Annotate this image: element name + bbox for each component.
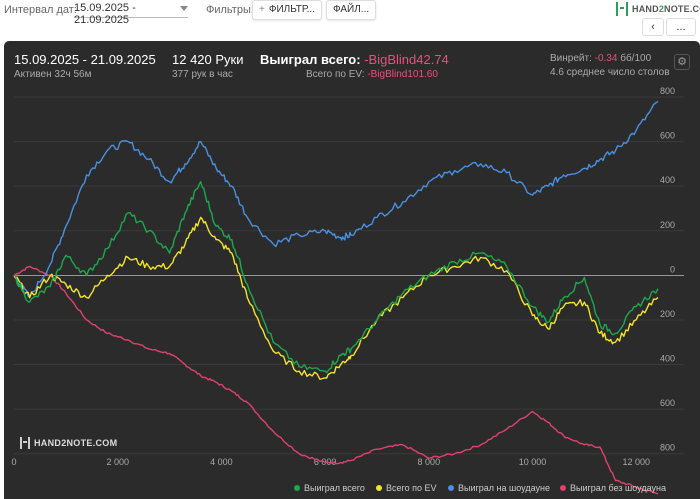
y-tick-label: 800 <box>660 86 675 96</box>
x-tick-label: 10 000 <box>519 457 547 467</box>
y-tick-label: 800 <box>660 443 675 453</box>
more-icon: ... <box>676 21 686 33</box>
ev-total-value: -BigBlind101.60 <box>367 69 438 80</box>
date-interval-select[interactable]: 15.09.2025 - 21.09.2025 <box>74 2 188 26</box>
y-tick-label: 200 <box>660 309 675 319</box>
file-button-label: ФАЙЛ... <box>333 4 370 15</box>
y-tick-label: 600 <box>660 131 675 141</box>
y-tick-label: 400 <box>660 175 675 185</box>
file-button[interactable]: ФАЙЛ... <box>326 0 377 20</box>
watermark-logo: HAND2NOTE.COM <box>20 437 140 451</box>
y-tick-label: 600 <box>660 398 675 408</box>
period-text: 15.09.2025 - 21.09.2025 <box>14 52 156 67</box>
gear-icon[interactable]: ⚙ <box>674 54 690 70</box>
filters-label: Фильтры: <box>206 4 254 16</box>
winrate: Винрейт: -0.34 бб/100 <box>550 53 652 64</box>
graph-panel: 15.09.2025 - 21.09.2025 Активен 32ч 56м … <box>4 41 700 499</box>
won-total-value: -BigBlind42.74 <box>364 52 449 67</box>
winrate-value: -0.34 <box>594 53 618 64</box>
series-line <box>13 181 659 374</box>
interval-label: Интервал дат: <box>4 4 77 16</box>
legend-dot-yellow <box>376 485 382 491</box>
series-line <box>13 216 659 380</box>
legend-item-won-total[interactable]: Выиграл всего <box>294 483 365 493</box>
chevron-down-icon <box>180 6 188 11</box>
legend-item-non-showdown[interactable]: Выиграл без шоудауна <box>560 483 666 493</box>
back-button[interactable]: ‹ <box>642 18 664 36</box>
x-tick-label: 2 000 <box>106 457 129 467</box>
hand2note-logo: HAND2NOTE.COM <box>616 2 700 18</box>
date-interval-value: 15.09.2025 - 21.09.2025 <box>74 2 136 26</box>
filter-button-label: ФИЛЬТР... <box>268 4 315 15</box>
watermark-mark-icon <box>20 437 30 449</box>
won-total: Выиграл всего: -BigBlind42.74 <box>260 52 449 67</box>
top-toolbar: Интервал дат: 15.09.2025 - 21.09.2025 Фи… <box>0 0 700 40</box>
logo-mark-icon <box>616 2 628 16</box>
more-button[interactable]: ... <box>666 18 696 36</box>
y-tick-label: 0 <box>670 264 675 274</box>
active-time: Активен 32ч 56м <box>14 69 92 80</box>
avg-tables: 4.6 среднее число столов <box>550 67 670 78</box>
legend-dot-blue <box>448 485 454 491</box>
hands-count: 12 420 Руки <box>172 52 244 67</box>
filter-button[interactable]: + ФИЛЬТР... <box>252 0 322 20</box>
legend-item-ev[interactable]: Всего по EV <box>376 483 436 493</box>
hands-per-hour: 377 рук в час <box>172 69 233 80</box>
x-tick-label: 12 000 <box>622 457 650 467</box>
series-line <box>13 265 659 495</box>
series-line <box>13 100 659 299</box>
legend-dot-green <box>294 485 300 491</box>
x-tick-label: 8 000 <box>418 457 441 467</box>
plus-icon: + <box>259 4 265 15</box>
chevron-left-icon: ‹ <box>651 21 655 33</box>
ev-total: Всего по EV: -BigBlind101.60 <box>306 69 438 80</box>
y-tick-label: 400 <box>660 354 675 364</box>
legend-dot-pink <box>560 485 566 491</box>
legend-item-showdown[interactable]: Выиграл на шоудауне <box>448 483 550 493</box>
x-tick-label: 0 <box>11 457 16 467</box>
x-tick-label: 4 000 <box>210 457 233 467</box>
y-tick-label: 200 <box>660 220 675 230</box>
